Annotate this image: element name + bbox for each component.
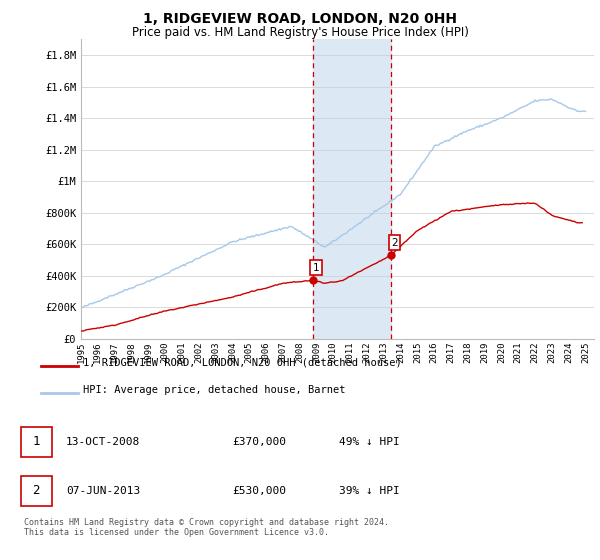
Text: 39% ↓ HPI: 39% ↓ HPI — [340, 486, 400, 496]
Text: Contains HM Land Registry data © Crown copyright and database right 2024.
This d: Contains HM Land Registry data © Crown c… — [24, 518, 389, 538]
Text: 2: 2 — [391, 237, 398, 248]
Text: £530,000: £530,000 — [232, 486, 286, 496]
Text: Price paid vs. HM Land Registry's House Price Index (HPI): Price paid vs. HM Land Registry's House … — [131, 26, 469, 39]
Text: 07-JUN-2013: 07-JUN-2013 — [66, 486, 140, 496]
Text: 2: 2 — [32, 484, 40, 497]
Text: 49% ↓ HPI: 49% ↓ HPI — [340, 437, 400, 447]
Text: £370,000: £370,000 — [232, 437, 286, 447]
Text: HPI: Average price, detached house, Barnet: HPI: Average price, detached house, Barn… — [83, 385, 346, 395]
Text: 13-OCT-2008: 13-OCT-2008 — [66, 437, 140, 447]
Bar — [313, 39, 391, 339]
Text: 1: 1 — [313, 263, 320, 273]
Text: 1, RIDGEVIEW ROAD, LONDON, N20 0HH: 1, RIDGEVIEW ROAD, LONDON, N20 0HH — [143, 12, 457, 26]
Text: 1, RIDGEVIEW ROAD, LONDON, N20 0HH (detached house): 1, RIDGEVIEW ROAD, LONDON, N20 0HH (deta… — [83, 358, 401, 367]
Text: 1: 1 — [32, 435, 40, 449]
Bar — [21, 476, 52, 506]
Bar — [21, 427, 52, 456]
